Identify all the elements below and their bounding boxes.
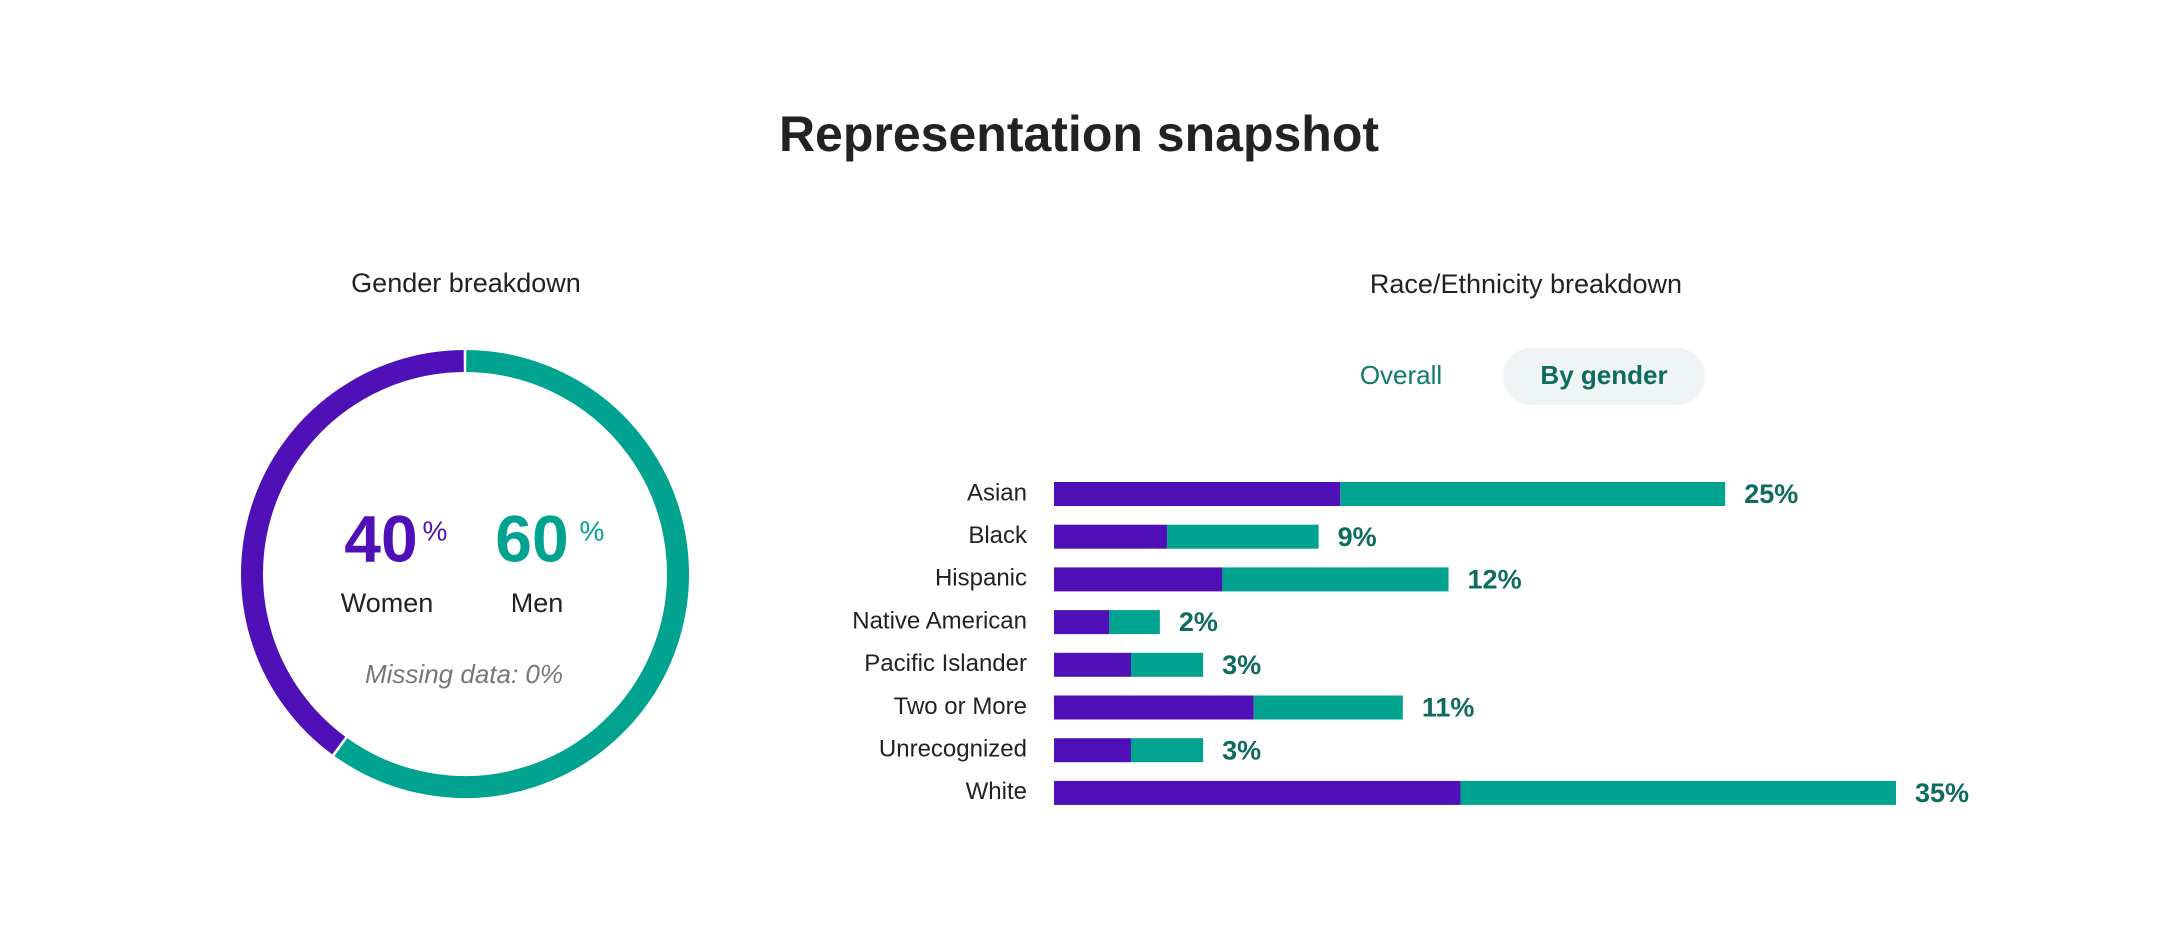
bar-segment [1054,652,1131,677]
value-label: 35% [1915,778,1969,808]
center-value: 40 [344,501,417,575]
chart-title: Gender breakdown [351,268,581,298]
category-label: Hispanic [935,565,1027,592]
bar-segment [1109,610,1160,635]
category-label: Native American [852,607,1027,634]
bar-segment [1222,567,1449,592]
donut-slice [334,350,689,798]
category-label: Two or More [894,693,1027,720]
page-title: Representation snapshot [779,106,1379,162]
value-label: 3% [1222,650,1261,680]
bar-segment [1253,695,1403,720]
value-label: 11% [1422,693,1475,723]
missing-note: Missing data: 0% [365,659,563,689]
value-label: 12% [1468,565,1522,595]
bar-segment [1340,482,1726,506]
bar-segment [1167,524,1319,549]
category-label: White [966,778,1027,805]
value-label: 25% [1744,479,1798,509]
chart-title: Race/Ethnicity breakdown [1370,269,1682,299]
category-label: Unrecognized [879,736,1027,763]
donut-slice [241,350,464,755]
bar-segment [1054,738,1131,763]
bar-segment [1054,610,1110,635]
value-label: 9% [1338,522,1377,552]
center-unit: % [580,515,605,546]
toggle-button[interactable]: Overall [1360,360,1442,390]
value-label: 2% [1179,607,1218,637]
bar-segment [1460,780,1896,805]
bar-segment [1054,524,1168,549]
bar-segment [1054,482,1341,506]
center-unit: % [423,515,448,546]
category-label: Black [968,522,1028,549]
bar-segment [1130,738,1204,763]
bar-segment [1130,652,1204,677]
bar-segment [1054,780,1461,805]
category-label: Pacific Islander [864,650,1027,677]
toggle-active-bg [1503,348,1705,405]
toggle-button[interactable]: By gender [1540,360,1667,390]
legend-label: Men [511,588,564,618]
category-label: Asian [967,479,1027,506]
value-label: 3% [1222,735,1261,765]
center-value: 60 [495,501,568,575]
bar-segment [1054,695,1254,720]
bar-segment [1054,567,1223,592]
legend-label: Women [341,588,434,618]
